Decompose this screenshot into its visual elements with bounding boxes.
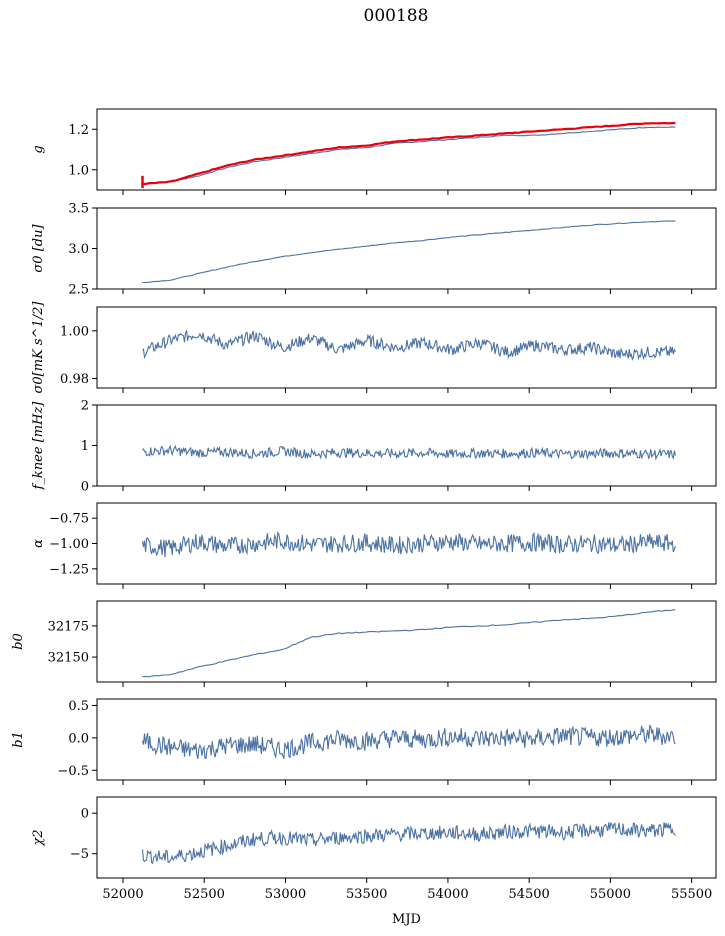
x-tick-label: 52000: [102, 887, 143, 902]
series-line-b0-0: [142, 609, 676, 678]
x-tick-label: 54500: [508, 887, 549, 902]
series-line-g-1: [142, 121, 676, 186]
y-tick-label-alpha: −0.75: [49, 512, 89, 527]
y-tick-label-g: 1.0: [68, 163, 89, 178]
y-tick-label-fknee: 1: [81, 439, 89, 454]
y-tick-label-chi2: −5: [70, 847, 89, 862]
y-axis-label-sigma0-mk: σ0[mK s^1/2]: [31, 301, 46, 394]
y-tick-label-alpha: −1.00: [49, 537, 89, 552]
series-line-g-0: [142, 126, 676, 185]
panel-frame-b0: [96, 600, 717, 683]
panel-frame-g: [96, 108, 717, 191]
y-axis-label-g: g: [31, 145, 46, 153]
y-tick-label-b0: 32175: [48, 619, 89, 634]
y-tick-label-sigma0-du: 3.5: [68, 202, 89, 217]
y-tick-label-alpha: −1.25: [49, 562, 89, 577]
panel-frame-chi2: [96, 796, 717, 879]
series-line-alpha-0: [141, 530, 676, 558]
y-tick-label-b1: 0.0: [68, 731, 89, 746]
y-axis-label-b1: b1: [11, 731, 26, 748]
panel-frame-sigma0-mk: [96, 306, 717, 389]
y-axis-label-chi2: χ2: [31, 829, 46, 846]
x-tick-label: 52500: [184, 887, 225, 902]
y-tick-label-g: 1.2: [68, 123, 89, 138]
panel-frame-b1: [96, 698, 717, 781]
y-tick-label-b1: −0.5: [57, 764, 89, 779]
x-tick-label: 53500: [346, 887, 387, 902]
panel-frame-fknee: [96, 404, 717, 487]
y-axis-label-sigma0-du: σ0 [du]: [31, 224, 46, 273]
x-axis-label: MJD: [392, 912, 421, 927]
y-tick-label-sigma0-du: 2.5: [68, 283, 89, 298]
panel-frame-sigma0-du: [96, 207, 717, 290]
series-line-sigma0-mk-0: [142, 330, 676, 362]
x-tick-label: 55500: [671, 887, 712, 902]
y-axis-label-b0: b0: [11, 633, 26, 650]
y-axis-label-alpha: α: [31, 539, 46, 548]
series-line-b1-0: [141, 724, 676, 760]
y-tick-label-b1: 0.5: [68, 699, 89, 714]
y-tick-label-sigma0-du: 3.0: [68, 242, 89, 257]
y-tick-label-sigma0-mk: 1.00: [60, 324, 89, 339]
series-line-fknee-0: [142, 444, 676, 461]
series-line-chi2-0: [141, 821, 676, 865]
y-tick-label-fknee: 2: [81, 399, 89, 414]
y-tick-label-sigma0-mk: 0.98: [60, 372, 89, 387]
y-tick-label-fknee: 0: [81, 480, 89, 495]
y-axis-label-fknee: f_knee [mHz]: [31, 401, 46, 491]
y-tick-label-chi2: 0: [81, 807, 89, 822]
x-tick-label: 55000: [590, 887, 631, 902]
series-line-sigma0-du-0: [142, 220, 676, 284]
x-tick-label: 53000: [265, 887, 306, 902]
figure-title: 000188: [363, 6, 429, 26]
x-tick-label: 54000: [427, 887, 468, 902]
y-tick-label-b0: 32150: [48, 651, 89, 666]
